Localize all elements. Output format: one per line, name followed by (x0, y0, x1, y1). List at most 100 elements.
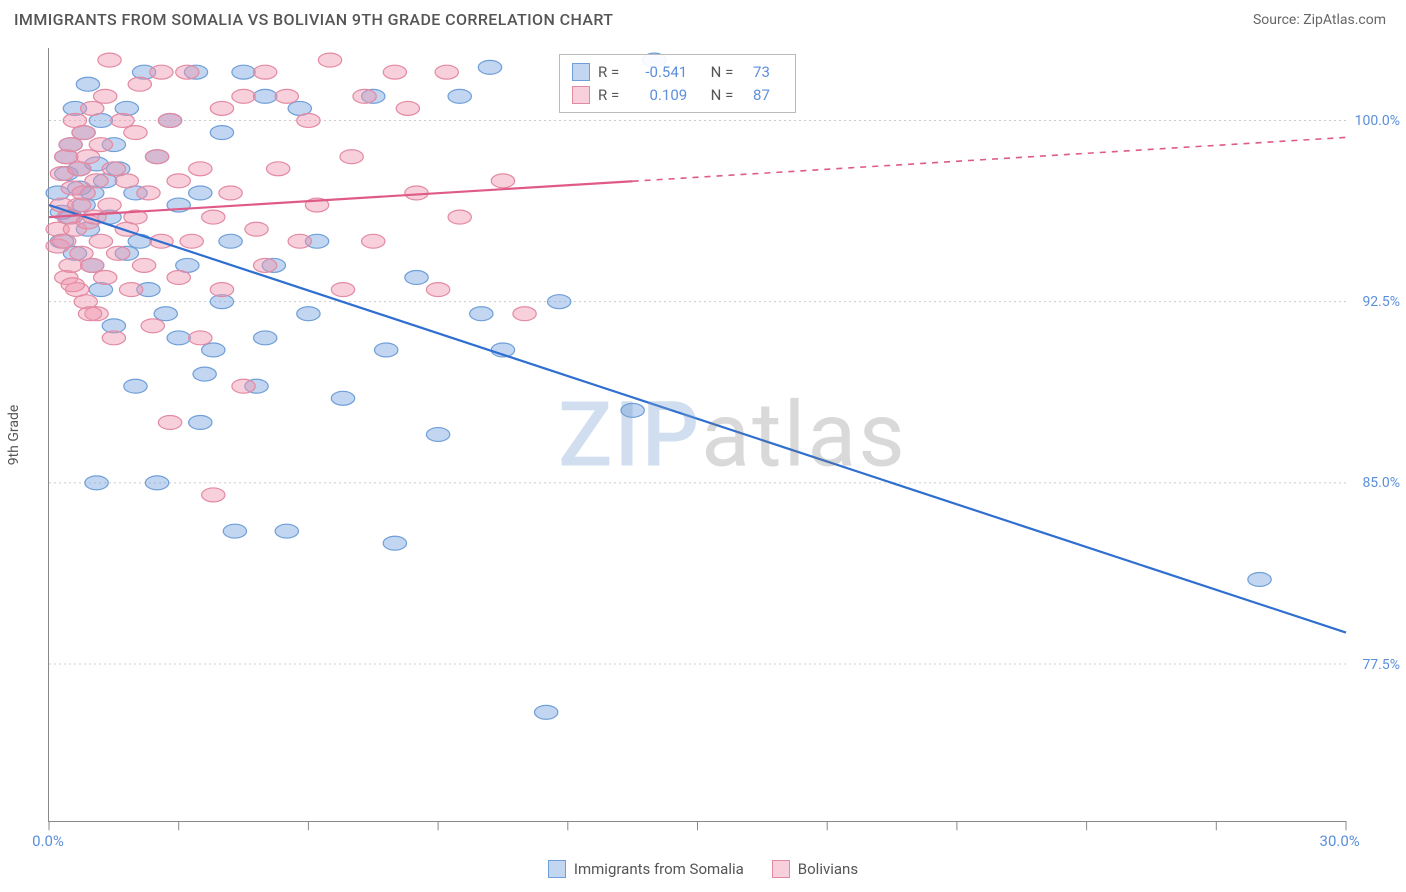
scatter-point-somalia (189, 186, 212, 200)
scatter-point-bolivian (275, 89, 298, 103)
swatch-bolivian (772, 860, 790, 878)
scatter-point-bolivian (210, 101, 233, 115)
scatter-point-bolivian (167, 174, 190, 188)
scatter-point-bolivian (158, 415, 181, 429)
plot-svg (49, 48, 1346, 821)
scatter-point-somalia (253, 89, 276, 103)
scatter-point-bolivian (115, 174, 138, 188)
plot-area: ZIPatlas R =-0.541 N = 73R =0.109 N = 87 (48, 48, 1346, 822)
scatter-point-somalia (167, 331, 190, 345)
scatter-point-bolivian (59, 138, 82, 152)
scatter-point-bolivian (297, 114, 320, 128)
scatter-point-bolivian (167, 271, 190, 285)
scatter-point-somalia (232, 65, 255, 79)
y-axis-label: 9th Grade (6, 405, 22, 466)
scatter-point-bolivian (189, 162, 212, 176)
scatter-point-somalia (1248, 572, 1271, 586)
scatter-point-bolivian (132, 258, 155, 272)
scatter-point-somalia (621, 403, 644, 417)
scatter-point-somalia (128, 234, 151, 248)
scatter-point-somalia (375, 343, 398, 357)
scatter-point-somalia (85, 476, 108, 490)
swatch-somalia (572, 63, 590, 81)
r-value-somalia: -0.541 (627, 61, 687, 84)
scatter-point-bolivian (85, 174, 108, 188)
scatter-point-somalia (448, 89, 471, 103)
scatter-point-bolivian (158, 114, 181, 128)
scatter-point-bolivian (362, 234, 385, 248)
scatter-point-bolivian (176, 65, 199, 79)
trend-line-dashed-bolivian (633, 137, 1346, 181)
scatter-point-somalia (145, 476, 168, 490)
scatter-point-bolivian (288, 234, 311, 248)
scatter-point-bolivian (331, 283, 354, 297)
stats-legend: R =-0.541 N = 73R =0.109 N = 87 (559, 54, 796, 113)
scatter-point-bolivian (189, 331, 212, 345)
y-tick-label: 100.0% (1355, 113, 1400, 129)
scatter-point-bolivian (94, 271, 117, 285)
scatter-point-bolivian (353, 89, 376, 103)
r-value-bolivian: 0.109 (627, 84, 687, 107)
scatter-point-bolivian (137, 186, 160, 200)
swatch-bolivian (572, 86, 590, 104)
scatter-point-somalia (189, 415, 212, 429)
scatter-point-somalia (193, 367, 216, 381)
scatter-point-somalia (535, 705, 558, 719)
scatter-point-somalia (383, 536, 406, 550)
scatter-point-bolivian (76, 150, 99, 164)
scatter-point-bolivian (150, 65, 173, 79)
scatter-point-somalia (478, 60, 501, 74)
scatter-point-bolivian (111, 114, 134, 128)
scatter-point-somalia (426, 428, 449, 442)
n-label: N = (711, 84, 734, 107)
chart-title: IMMIGRANTS FROM SOMALIA VS BOLIVIAN 9TH … (14, 10, 613, 29)
scatter-point-somalia (405, 271, 428, 285)
scatter-point-bolivian (78, 307, 101, 321)
scatter-point-somalia (275, 524, 298, 538)
trend-line-somalia (49, 205, 1346, 633)
scatter-point-somalia (547, 295, 570, 309)
scatter-point-bolivian (448, 210, 471, 224)
scatter-point-bolivian (253, 65, 276, 79)
scatter-point-bolivian (340, 150, 363, 164)
r-label: R = (598, 84, 619, 107)
scatter-point-bolivian (102, 162, 125, 176)
scatter-point-bolivian (81, 101, 104, 115)
chart-container: 9th Grade ZIPatlas R =-0.541 N = 73R =0.… (48, 48, 1346, 822)
stats-legend-row-somalia: R =-0.541 N = 73 (572, 61, 783, 84)
chart-header: IMMIGRANTS FROM SOMALIA VS BOLIVIAN 9TH … (0, 0, 1406, 37)
legend-item-somalia: Immigrants from Somalia (548, 860, 744, 878)
y-tick-label: 92.5% (1362, 294, 1400, 310)
source-prefix: Source: (1253, 12, 1303, 28)
scatter-point-bolivian (89, 234, 112, 248)
scatter-point-bolivian (72, 186, 95, 200)
scatter-point-bolivian (55, 150, 78, 164)
scatter-point-bolivian (72, 126, 95, 140)
scatter-point-bolivian (94, 89, 117, 103)
scatter-point-bolivian (61, 278, 84, 292)
scatter-point-bolivian (383, 65, 406, 79)
scatter-point-bolivian (435, 65, 458, 79)
scatter-point-bolivian (102, 331, 125, 345)
x-tick-label: 30.0% (1320, 832, 1360, 850)
scatter-point-bolivian (141, 319, 164, 333)
scatter-point-bolivian (119, 283, 142, 297)
scatter-point-somalia (210, 126, 233, 140)
swatch-somalia (548, 860, 566, 878)
scatter-point-somalia (124, 379, 147, 393)
scatter-point-bolivian (107, 246, 130, 260)
scatter-point-bolivian (491, 174, 514, 188)
scatter-point-bolivian (266, 162, 289, 176)
n-label: N = (711, 61, 734, 84)
scatter-point-somalia (76, 77, 99, 91)
x-tick-label: 0.0% (32, 832, 64, 850)
scatter-point-bolivian (426, 283, 449, 297)
scatter-point-somalia (219, 234, 242, 248)
scatter-point-bolivian (128, 77, 151, 91)
scatter-point-bolivian (202, 488, 225, 502)
scatter-point-bolivian (202, 210, 225, 224)
y-tick-label: 85.0% (1362, 475, 1400, 491)
scatter-point-somalia (297, 307, 320, 321)
scatter-point-bolivian (253, 258, 276, 272)
scatter-point-somalia (154, 307, 177, 321)
